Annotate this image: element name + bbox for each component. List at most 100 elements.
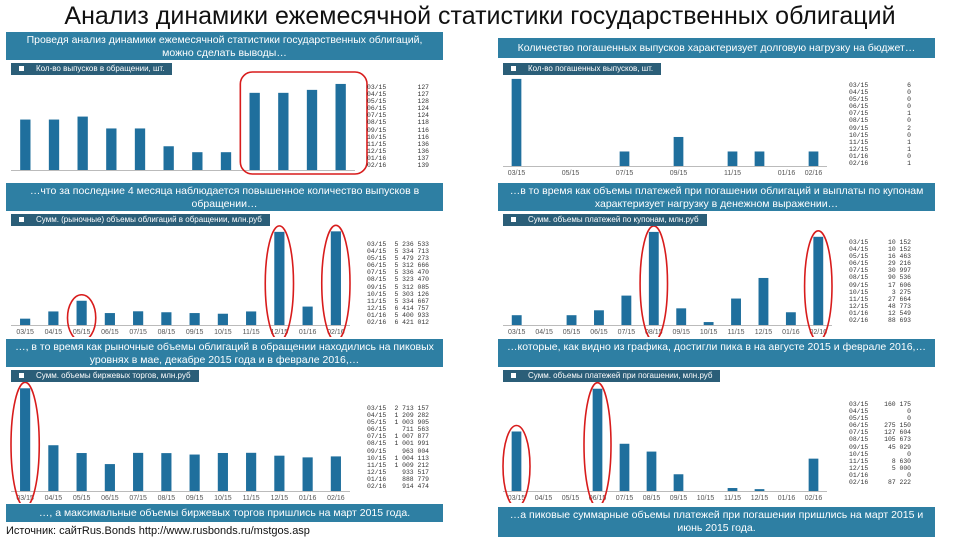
table-value-cell: 5 236 533 bbox=[394, 241, 429, 248]
bar-11/15 bbox=[727, 488, 738, 491]
caption-3: …что за последние 4 месяца наблюдается п… bbox=[6, 183, 443, 211]
chart-header: Сумм. объемы платежей по купонам, млн.ру… bbox=[503, 214, 707, 226]
table-row: 12/15 1 bbox=[849, 146, 911, 153]
table-value-cell: 5 336 470 bbox=[394, 269, 429, 277]
highlight-ellipse bbox=[502, 424, 531, 503]
table-date-cell: 11/15 bbox=[367, 140, 387, 148]
table-date-cell: 07/15 bbox=[849, 429, 869, 437]
chart-title: Кол-во погашенных выпусков, шт. bbox=[528, 64, 654, 73]
x-tick-label: 08/15 bbox=[158, 329, 176, 336]
table-date-cell: 04/15 bbox=[367, 248, 387, 256]
table-row: 09/15 5 312 085 bbox=[367, 284, 429, 291]
bar-06/15 bbox=[592, 388, 603, 491]
table-value-cell: 124 bbox=[417, 112, 429, 120]
table-row: 07/15 30 997 bbox=[849, 267, 911, 274]
x-tick-label: 05/15 bbox=[73, 495, 91, 502]
chart-title: Сумм. объемы платежей по купонам, млн.ру… bbox=[528, 215, 699, 224]
table-row: 08/15 1 001 991 bbox=[367, 440, 429, 447]
table-value-cell: 127 bbox=[417, 91, 429, 99]
table-value-cell: 29 216 bbox=[887, 260, 911, 268]
x-tick-label: 06/15 bbox=[589, 495, 607, 502]
x-tick-label: 02/16 bbox=[805, 495, 823, 502]
table-row: 02/16 87 222 bbox=[849, 479, 911, 486]
table-value-cell: 6 bbox=[907, 82, 911, 89]
table-row: 01/16 12 549 bbox=[849, 310, 911, 317]
table-value-cell: 0 bbox=[907, 408, 911, 416]
table-value-cell: 933 517 bbox=[402, 468, 429, 476]
table-date-cell: 01/16 bbox=[849, 152, 869, 160]
table-row: 05/15 5 479 273 bbox=[367, 255, 429, 262]
table-row: 11/15 27 664 bbox=[849, 296, 911, 303]
bar-12/15 bbox=[754, 489, 765, 491]
table-date-cell: 12/15 bbox=[367, 468, 387, 476]
table-date-cell: 12/15 bbox=[849, 145, 869, 153]
x-tick-label: 08/15 bbox=[158, 495, 176, 502]
bar-04/15 bbox=[48, 311, 59, 325]
x-tick-label: 01/16 bbox=[778, 495, 796, 502]
table-value-cell: 137 bbox=[417, 154, 429, 162]
table-value-cell: 5 312 085 bbox=[394, 283, 429, 291]
table-row: 12/15 6 414 757 bbox=[367, 305, 429, 312]
bar-11/15 bbox=[246, 452, 257, 491]
table-row: 12/15 5 000 bbox=[849, 465, 911, 472]
bar-02/16 bbox=[335, 83, 346, 170]
table-row: 03/15 160 175 bbox=[849, 401, 911, 408]
bar-07/15 bbox=[619, 443, 630, 491]
table-value-cell: 0 bbox=[907, 103, 911, 111]
table-value-cell: 10 152 bbox=[887, 239, 911, 246]
table-value-cell: 17 606 bbox=[887, 281, 911, 289]
table-value-cell: 127 604 bbox=[884, 429, 911, 437]
table-date-cell: 10/15 bbox=[849, 131, 869, 139]
chart-panel-exchange-trading: 03/15 04/15 05/15 06/15 07/15 08/15 09/15 10/15… bbox=[5, 369, 445, 503]
x-tick-label: 09/15 bbox=[672, 329, 690, 336]
table-row: 03/15 10 152 bbox=[849, 239, 911, 246]
highlight-ellipse bbox=[803, 230, 833, 337]
table-value-cell: 5 312 666 bbox=[394, 262, 429, 270]
table-row: 09/15 116 bbox=[367, 127, 429, 134]
bar-04/15 bbox=[48, 445, 59, 491]
table-row: 03/15 127 bbox=[367, 84, 429, 91]
table-value-cell: 1 007 877 bbox=[394, 433, 429, 441]
square-bullet-icon bbox=[19, 66, 24, 72]
table-date-cell: 05/15 bbox=[367, 255, 387, 263]
bar-08/15 bbox=[163, 146, 174, 170]
bar-01/16 bbox=[302, 457, 313, 491]
table-row: 04/15 127 bbox=[367, 91, 429, 98]
table-value-cell: 10 152 bbox=[887, 246, 911, 254]
source-link[interactable]: Источник: сайтRus.Bonds http://www.rusbo… bbox=[6, 525, 310, 537]
table-date-cell: 06/15 bbox=[849, 260, 869, 268]
square-bullet-icon bbox=[19, 217, 24, 223]
x-tick-label: 03/15 bbox=[508, 170, 526, 177]
table-row: 09/15 963 004 bbox=[367, 448, 429, 455]
table-row: 03/15 2 713 157 bbox=[367, 405, 429, 412]
bar-03/15 bbox=[20, 119, 31, 170]
table-date-cell: 08/15 bbox=[849, 117, 869, 125]
x-tick-label: 09/15 bbox=[670, 170, 688, 177]
x-tick-label: 01/16 bbox=[299, 329, 317, 336]
bar-06/15 bbox=[594, 310, 604, 325]
chart-header: Кол-во выпусков в обращении, шт. bbox=[11, 63, 173, 75]
table-date-cell: 11/15 bbox=[849, 138, 869, 146]
table-value-cell: 5 334 713 bbox=[394, 248, 429, 256]
page-title: Анализ динамики ежемесячной статистики г… bbox=[64, 2, 896, 30]
x-tick-label: 12/15 bbox=[751, 495, 769, 502]
bar-chart: 03/15 04/15 05/15 06/15 07/15 08/15 09/15 10/15… bbox=[502, 381, 827, 503]
table-date-cell: 05/15 bbox=[849, 415, 869, 423]
bar-06/15 bbox=[104, 464, 115, 491]
table-date-cell: 12/15 bbox=[849, 302, 869, 310]
caption-6: …которые, как видно из графика, достигли… bbox=[498, 339, 935, 367]
table-date-cell: 02/16 bbox=[849, 160, 869, 168]
table-value-cell: 124 bbox=[417, 105, 429, 113]
highlight-ellipse bbox=[264, 225, 295, 337]
x-tick-label: 12/15 bbox=[755, 329, 773, 336]
x-tick-label: 05/15 bbox=[73, 329, 91, 336]
table-value-cell: 128 bbox=[417, 98, 429, 106]
table-row: 01/16 137 bbox=[367, 155, 429, 162]
table-value-cell: 275 150 bbox=[884, 422, 911, 430]
table-date-cell: 02/16 bbox=[367, 162, 387, 170]
x-tick-label: 11/15 bbox=[243, 495, 260, 502]
x-tick-label: 02/16 bbox=[805, 170, 823, 177]
x-tick-label: 11/15 bbox=[728, 329, 745, 336]
table-date-cell: 02/16 bbox=[849, 479, 869, 487]
x-tick-label: 05/15 bbox=[563, 329, 581, 336]
